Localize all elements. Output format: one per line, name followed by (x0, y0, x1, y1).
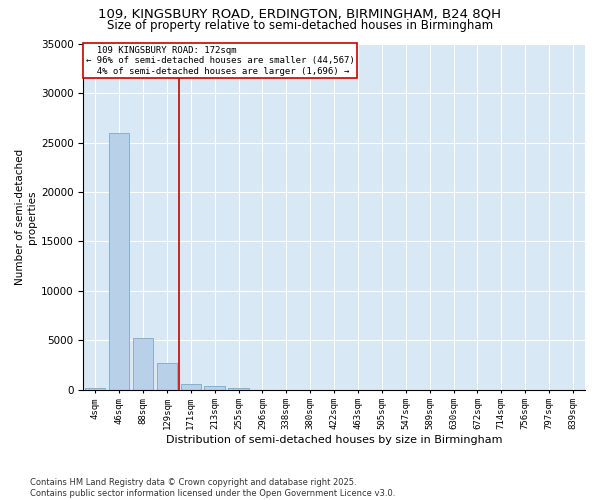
Text: 109, KINGSBURY ROAD, ERDINGTON, BIRMINGHAM, B24 8QH: 109, KINGSBURY ROAD, ERDINGTON, BIRMINGH… (98, 8, 502, 20)
Bar (133, 338, 153, 390)
Bar (109, 133, 129, 390)
Text: Contains HM Land Registry data © Crown copyright and database right 2025.
Contai: Contains HM Land Registry data © Crown c… (30, 478, 395, 498)
Bar (85, 388, 106, 390)
Y-axis label: Number of semi-detached
properties: Number of semi-detached properties (15, 148, 37, 285)
X-axis label: Distribution of semi-detached houses by size in Birmingham: Distribution of semi-detached houses by … (166, 435, 502, 445)
Bar (157, 363, 177, 390)
Text: Size of property relative to semi-detached houses in Birmingham: Size of property relative to semi-detach… (107, 19, 493, 32)
Bar (229, 388, 249, 390)
Bar (181, 384, 201, 390)
Bar (205, 386, 225, 390)
Text: 109 KINGSBURY ROAD: 172sqm  
← 96% of semi-detached houses are smaller (44,567)
: 109 KINGSBURY ROAD: 172sqm ← 96% of semi… (86, 46, 355, 76)
